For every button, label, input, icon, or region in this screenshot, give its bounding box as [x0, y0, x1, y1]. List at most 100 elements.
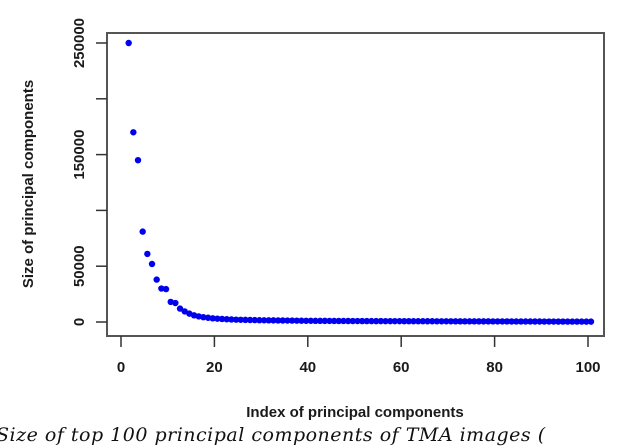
- data-point: [517, 318, 525, 325]
- data-point: [531, 318, 539, 325]
- data-point: [172, 299, 179, 307]
- data-point: [162, 285, 170, 293]
- data-point: [429, 318, 436, 325]
- data-point: [368, 317, 375, 325]
- data-point: [209, 315, 216, 322]
- data-point: [312, 317, 319, 325]
- data-point: [466, 318, 473, 325]
- data-point: [415, 318, 422, 325]
- data-point: [550, 318, 557, 325]
- data-point: [214, 315, 221, 322]
- data-point: [176, 305, 184, 312]
- data-point: [541, 318, 548, 325]
- data-point: [382, 317, 389, 325]
- y-tick-label: 250000: [71, 18, 88, 68]
- data-point: [307, 317, 314, 324]
- data-point: [485, 318, 492, 325]
- plot-frame: [106, 32, 605, 337]
- data-point: [232, 316, 240, 323]
- data-point: [457, 318, 464, 325]
- data-point: [424, 318, 431, 325]
- data-point: [265, 317, 272, 324]
- data-point: [372, 317, 380, 325]
- data-point: [401, 317, 408, 325]
- data-point: [499, 318, 506, 325]
- data-point: [326, 317, 333, 325]
- data-point: [489, 318, 497, 325]
- data-point: [555, 318, 562, 325]
- data-point: [508, 318, 515, 325]
- data-point: [228, 316, 235, 323]
- data-point: [270, 317, 277, 324]
- data-point: [363, 317, 371, 325]
- data-point: [200, 314, 207, 321]
- data-point: [386, 317, 394, 325]
- x-tick-label: 0: [117, 359, 125, 376]
- data-point: [204, 314, 212, 321]
- data-point: [587, 318, 595, 325]
- x-axis-title: Index of principal components: [246, 404, 464, 420]
- data-point: [130, 129, 137, 136]
- data-point: [330, 317, 338, 325]
- data-point: [536, 318, 543, 325]
- data-point: [433, 318, 441, 325]
- y-tick-label: 0: [71, 318, 88, 326]
- data-point: [134, 156, 142, 164]
- data-point: [316, 317, 324, 325]
- data-point: [578, 318, 585, 325]
- data-point: [419, 318, 427, 325]
- data-point: [527, 318, 534, 325]
- data-point: [274, 317, 282, 324]
- data-point: [447, 318, 455, 325]
- data-point: [284, 317, 291, 324]
- x-tick-label: 100: [575, 359, 600, 376]
- data-point: [354, 317, 361, 325]
- y-tick-label: 150000: [71, 130, 88, 180]
- data-point: [321, 317, 329, 325]
- data-point: [279, 317, 286, 324]
- x-tick-label: 40: [299, 359, 316, 376]
- data-point: [410, 318, 417, 325]
- data-point: [452, 318, 459, 325]
- data-point: [573, 318, 581, 325]
- data-point: [480, 318, 487, 325]
- x-tick-label: 60: [393, 359, 410, 376]
- data-point: [298, 317, 305, 324]
- data-point: [405, 317, 413, 325]
- data-point: [569, 318, 576, 325]
- data-points: [125, 39, 595, 325]
- data-point: [559, 318, 567, 325]
- data-point: [251, 316, 258, 324]
- data-point: [158, 285, 165, 292]
- data-point: [256, 317, 263, 324]
- data-point: [340, 317, 347, 325]
- data-point: [471, 318, 478, 325]
- data-point: [293, 317, 300, 324]
- data-point: [522, 318, 529, 325]
- data-point: [349, 317, 357, 325]
- data-point: [335, 317, 343, 325]
- data-point: [583, 318, 590, 325]
- data-point: [288, 317, 296, 324]
- data-point: [125, 39, 132, 47]
- data-point: [139, 228, 146, 235]
- data-point: [260, 317, 268, 324]
- data-point: [242, 316, 249, 324]
- y-tick-label: 50000: [71, 245, 88, 287]
- figure-caption: Size of top 100 principal components of …: [0, 424, 546, 446]
- scatter-plot: 0 50000 150000 250000 0 20 40 60 80 100 Index of…: [20, 18, 605, 420]
- data-point: [494, 318, 501, 325]
- data-point: [564, 318, 571, 325]
- data-point: [344, 317, 352, 325]
- x-tick-label: 20: [206, 359, 223, 376]
- data-point: [513, 318, 520, 325]
- data-point: [377, 317, 385, 325]
- data-point: [461, 318, 469, 325]
- data-point: [144, 250, 151, 258]
- data-point: [438, 318, 445, 325]
- data-point: [391, 317, 399, 325]
- data-point: [545, 318, 553, 325]
- x-tick-label: 80: [486, 359, 503, 376]
- data-point: [503, 318, 511, 325]
- data-point: [475, 318, 483, 325]
